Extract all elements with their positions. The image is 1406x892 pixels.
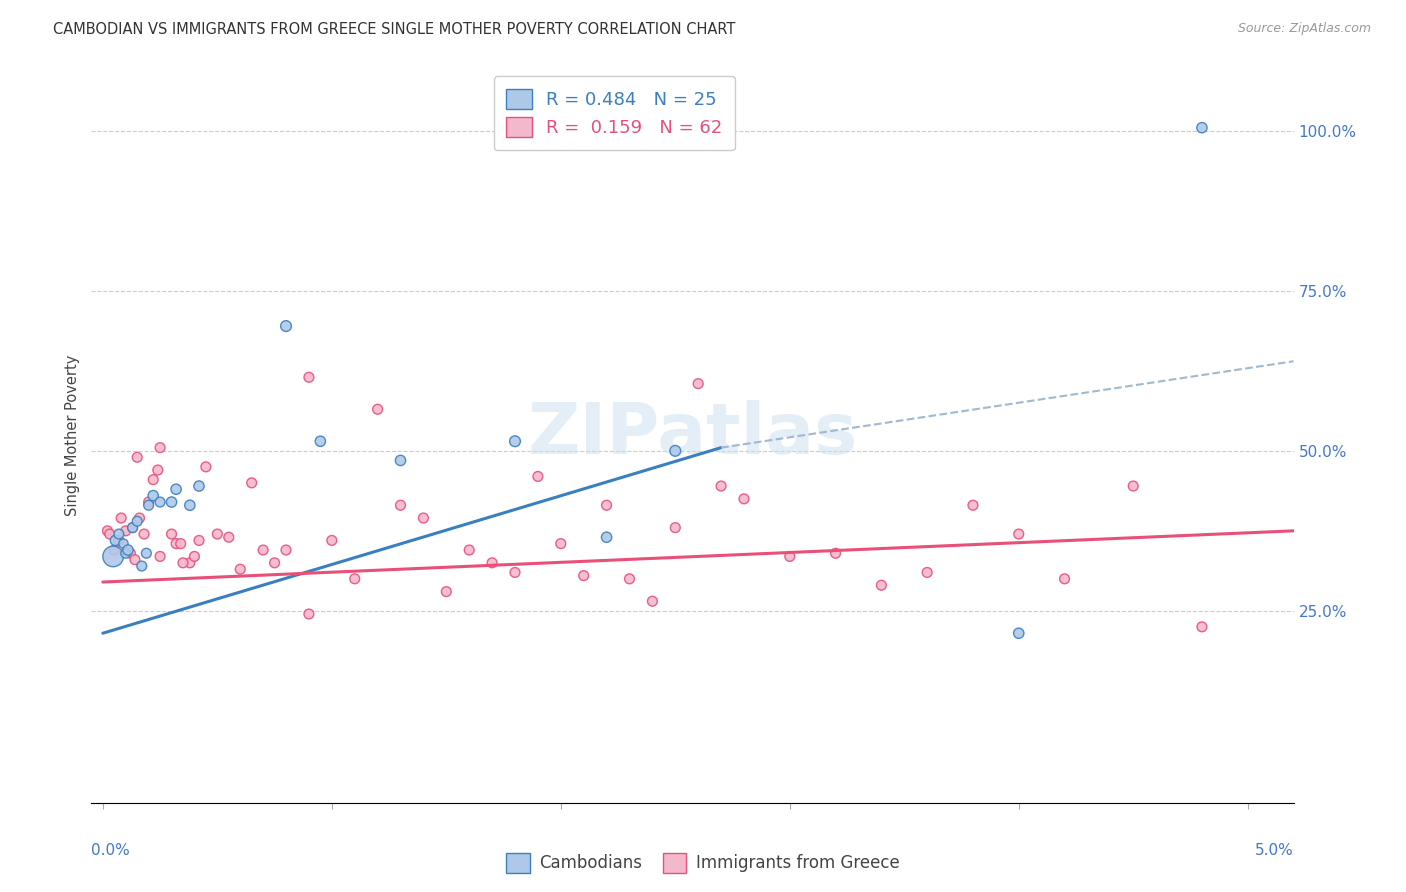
Point bbox=[127, 450, 149, 465]
Point bbox=[160, 527, 183, 541]
Point bbox=[142, 489, 165, 503]
Text: ZIPatlas: ZIPatlas bbox=[527, 401, 858, 469]
Point bbox=[1122, 479, 1144, 493]
Point bbox=[458, 543, 481, 558]
Point bbox=[367, 402, 389, 417]
Point bbox=[114, 546, 136, 560]
Point bbox=[96, 524, 118, 538]
Point bbox=[101, 549, 124, 564]
Point bbox=[389, 453, 412, 467]
Point bbox=[710, 479, 733, 493]
Point bbox=[572, 568, 595, 582]
Point bbox=[1191, 120, 1213, 135]
Point bbox=[124, 552, 146, 566]
Point bbox=[641, 594, 664, 608]
Point bbox=[194, 459, 217, 474]
Point bbox=[1191, 620, 1213, 634]
Point bbox=[263, 556, 285, 570]
Point bbox=[779, 549, 801, 564]
Point bbox=[389, 498, 412, 512]
Legend: Cambodians, Immigrants from Greece: Cambodians, Immigrants from Greece bbox=[499, 847, 907, 880]
Point bbox=[179, 498, 201, 512]
Point bbox=[733, 491, 755, 506]
Y-axis label: Single Mother Poverty: Single Mother Poverty bbox=[65, 354, 80, 516]
Point bbox=[146, 463, 169, 477]
Point bbox=[108, 527, 131, 541]
Point bbox=[110, 511, 132, 525]
Point bbox=[527, 469, 550, 483]
Point bbox=[503, 434, 526, 449]
Point bbox=[165, 482, 187, 496]
Point bbox=[112, 536, 135, 550]
Point bbox=[170, 536, 193, 550]
Text: 0.0%: 0.0% bbox=[91, 843, 131, 858]
Point bbox=[149, 495, 172, 509]
Point bbox=[343, 572, 366, 586]
Point bbox=[183, 549, 205, 564]
Point bbox=[1008, 527, 1031, 541]
Point bbox=[481, 556, 503, 570]
Point bbox=[309, 434, 332, 449]
Point bbox=[207, 527, 229, 541]
Point bbox=[321, 533, 343, 548]
Text: 5.0%: 5.0% bbox=[1254, 843, 1294, 858]
Point bbox=[179, 556, 201, 570]
Point bbox=[550, 536, 572, 550]
Point bbox=[160, 495, 183, 509]
Point bbox=[138, 498, 160, 512]
Point bbox=[142, 473, 165, 487]
Point bbox=[252, 543, 274, 558]
Point bbox=[595, 498, 617, 512]
Point bbox=[218, 530, 240, 544]
Point bbox=[132, 527, 155, 541]
Point bbox=[172, 556, 194, 570]
Text: CAMBODIAN VS IMMIGRANTS FROM GREECE SINGLE MOTHER POVERTY CORRELATION CHART: CAMBODIAN VS IMMIGRANTS FROM GREECE SING… bbox=[53, 22, 735, 37]
Point bbox=[274, 319, 297, 334]
Point bbox=[127, 514, 149, 528]
Point bbox=[595, 530, 617, 544]
Point bbox=[1053, 572, 1076, 586]
Point bbox=[688, 376, 710, 391]
Point bbox=[664, 521, 686, 535]
Point bbox=[274, 543, 297, 558]
Point bbox=[298, 607, 321, 621]
Legend: R = 0.484   N = 25, R =  0.159   N = 62: R = 0.484 N = 25, R = 0.159 N = 62 bbox=[494, 76, 735, 150]
Point bbox=[664, 443, 686, 458]
Point bbox=[962, 498, 984, 512]
Point bbox=[120, 546, 142, 560]
Point bbox=[149, 441, 172, 455]
Point bbox=[103, 543, 125, 558]
Point bbox=[117, 543, 139, 558]
Point bbox=[412, 511, 434, 525]
Point bbox=[108, 533, 131, 548]
Point bbox=[135, 546, 157, 560]
Point bbox=[188, 533, 211, 548]
Point bbox=[619, 572, 641, 586]
Point bbox=[1008, 626, 1031, 640]
Point bbox=[240, 475, 263, 490]
Point bbox=[188, 479, 211, 493]
Point bbox=[114, 524, 136, 538]
Point bbox=[104, 533, 127, 548]
Point bbox=[98, 527, 121, 541]
Point bbox=[165, 536, 187, 550]
Point bbox=[870, 578, 893, 592]
Point bbox=[138, 495, 160, 509]
Point bbox=[434, 584, 457, 599]
Point bbox=[121, 521, 143, 535]
Point bbox=[229, 562, 252, 576]
Point bbox=[121, 521, 143, 535]
Point bbox=[503, 566, 526, 580]
Point bbox=[149, 549, 172, 564]
Text: Source: ZipAtlas.com: Source: ZipAtlas.com bbox=[1237, 22, 1371, 36]
Point bbox=[131, 559, 153, 574]
Point bbox=[915, 566, 938, 580]
Point bbox=[298, 370, 321, 384]
Point bbox=[824, 546, 846, 560]
Point bbox=[128, 511, 150, 525]
